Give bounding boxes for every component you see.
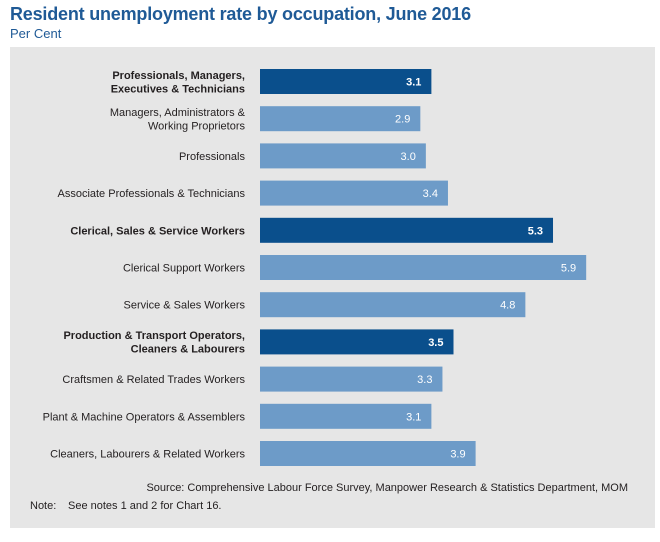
chart-panel: 3.1 Professionals, Managers, Executives & …	[10, 47, 655, 528]
category-label: Professionals	[179, 151, 246, 163]
chart-title: Resident unemployment rate by occupation…	[10, 4, 471, 24]
bar	[260, 217, 554, 243]
data-label: 4.8	[500, 300, 515, 312]
data-label: 5.9	[561, 263, 576, 275]
note-label: Note:	[30, 500, 57, 512]
category-label: Clerical Support Workers	[123, 263, 246, 275]
bar	[260, 292, 526, 318]
data-label: 3.3	[417, 374, 432, 386]
bar	[260, 180, 448, 206]
note-text: See notes 1 and 2 for Chart 16.	[68, 500, 222, 512]
data-label: 3.9	[450, 449, 465, 461]
chart-subtitle: Per Cent	[10, 26, 62, 41]
data-label: 2.9	[395, 114, 410, 126]
bar	[260, 366, 443, 392]
data-label: 3.0	[401, 151, 416, 163]
category-label: Cleaners, Labourers & Related Workers	[50, 449, 245, 461]
source-note: Source: Comprehensive Labour Force Surve…	[146, 482, 628, 494]
bar	[260, 106, 421, 132]
category-label: Professionals, Managers, Executives & Tec…	[111, 70, 245, 96]
category-label: Production & Transport Operators, Cleaner…	[63, 330, 245, 356]
category-label: Plant & Machine Operators & Assemblers	[43, 411, 246, 423]
bar	[260, 69, 432, 94]
data-label: 5.3	[528, 225, 543, 237]
bar-chart: 3.1 Professionals, Managers, Executives & …	[43, 69, 587, 466]
category-label: Managers, Administrators & Working Propri…	[110, 107, 246, 133]
bar	[260, 143, 426, 169]
footnote: Note: See notes 1 and 2 for Chart 16.	[30, 500, 222, 512]
data-label: 3.1	[406, 411, 421, 423]
bar	[260, 403, 432, 429]
category-label: Clerical, Sales & Service Workers	[70, 225, 245, 237]
category-label: Craftsmen & Related Trades Workers	[62, 374, 245, 386]
data-label: 3.4	[423, 188, 438, 200]
data-label: 3.5	[428, 337, 443, 349]
data-label: 3.1	[406, 77, 421, 89]
bar	[260, 441, 476, 466]
category-label: Service & Sales Workers	[124, 300, 246, 312]
bar	[260, 329, 454, 355]
category-label: Associate Professionals & Technicians	[57, 188, 245, 200]
bar	[260, 255, 587, 280]
